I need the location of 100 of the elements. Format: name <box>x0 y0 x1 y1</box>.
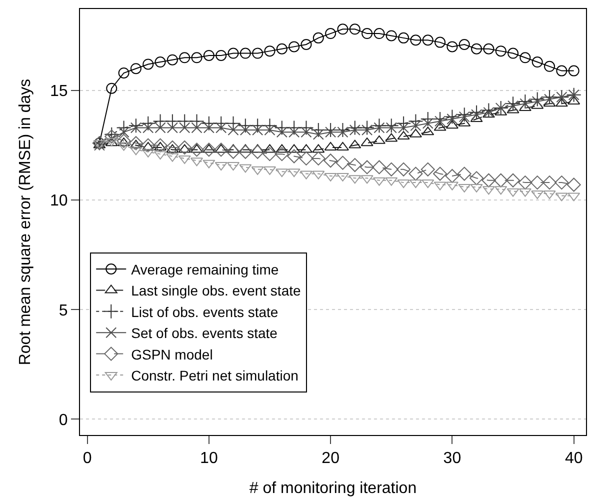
point <box>432 112 448 127</box>
point <box>410 34 422 46</box>
point <box>203 50 214 61</box>
point <box>408 166 423 181</box>
point <box>106 82 118 94</box>
point <box>141 138 156 152</box>
point <box>396 162 411 176</box>
point <box>494 173 508 188</box>
point <box>532 56 543 68</box>
point <box>226 116 241 131</box>
point <box>276 43 288 54</box>
point <box>446 114 458 125</box>
point <box>240 48 251 59</box>
point <box>298 120 314 136</box>
point <box>152 114 168 129</box>
point <box>299 151 314 166</box>
point <box>325 28 336 40</box>
point <box>422 118 434 129</box>
x-tick-label: 40 <box>564 450 583 468</box>
point <box>470 171 484 186</box>
point <box>433 166 448 181</box>
point <box>434 116 446 127</box>
point <box>238 144 252 159</box>
point <box>214 116 229 131</box>
point <box>311 151 326 166</box>
point <box>106 133 118 144</box>
point <box>226 144 240 159</box>
point <box>201 116 216 131</box>
point <box>360 160 374 174</box>
point <box>508 100 519 112</box>
point <box>530 176 544 190</box>
y-tick-label: 0 <box>58 412 68 429</box>
x-axis-title: # of monitoring iteration <box>249 480 417 497</box>
point <box>202 142 216 157</box>
point <box>471 43 482 54</box>
point <box>177 114 192 129</box>
legend-label: List of obs. events state <box>131 304 278 320</box>
point <box>130 63 142 74</box>
point <box>264 46 276 57</box>
point <box>481 102 496 118</box>
legend-label: Average remaining time <box>131 261 279 278</box>
point <box>384 162 398 176</box>
point <box>556 65 568 76</box>
point <box>434 36 446 48</box>
point <box>286 120 302 136</box>
point <box>312 128 324 140</box>
point <box>153 138 168 152</box>
y-tick-label: 5 <box>58 302 68 320</box>
point <box>228 48 239 59</box>
point <box>518 176 532 190</box>
point <box>154 56 166 68</box>
point <box>116 134 131 148</box>
point <box>520 52 531 64</box>
x-tick-label: 0 <box>82 450 92 468</box>
point <box>178 140 192 154</box>
point <box>471 109 482 120</box>
point <box>274 147 289 162</box>
point <box>348 158 362 172</box>
point <box>532 96 543 107</box>
point <box>118 67 130 78</box>
point <box>142 58 154 70</box>
point <box>216 50 227 61</box>
point <box>116 120 132 136</box>
y-axis-title: Root mean square error (RMSE) in days <box>16 78 34 366</box>
point <box>456 107 472 122</box>
point <box>250 144 265 159</box>
x-tick-label: 10 <box>200 450 218 468</box>
point <box>568 65 580 76</box>
point <box>482 173 496 188</box>
point <box>458 39 470 50</box>
point <box>422 34 434 46</box>
point <box>191 52 202 64</box>
point <box>140 116 156 131</box>
point <box>166 54 178 66</box>
point <box>444 109 460 124</box>
y-tick-label: 15 <box>50 83 68 100</box>
point <box>542 176 557 190</box>
point <box>372 160 386 174</box>
point <box>566 178 581 192</box>
point <box>495 46 506 57</box>
point <box>349 24 360 35</box>
x-tick-label: 30 <box>443 450 462 468</box>
point <box>104 130 119 144</box>
point <box>457 166 472 181</box>
point <box>190 142 204 157</box>
point <box>508 48 519 59</box>
point <box>520 98 531 110</box>
point <box>287 149 302 164</box>
point <box>288 41 300 52</box>
point <box>483 43 494 54</box>
point <box>374 28 385 40</box>
point <box>179 52 190 64</box>
point <box>420 112 436 127</box>
point <box>420 162 435 176</box>
y-tick-label: 10 <box>50 192 68 210</box>
point <box>446 41 458 52</box>
point <box>165 140 180 154</box>
point <box>544 94 556 105</box>
point <box>398 32 410 44</box>
point <box>554 176 569 190</box>
